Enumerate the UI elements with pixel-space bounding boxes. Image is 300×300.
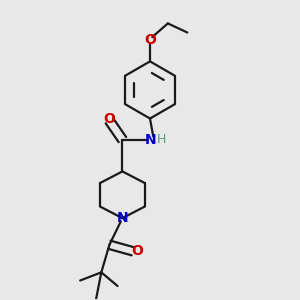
Text: N: N [117, 211, 128, 225]
Text: N: N [145, 133, 157, 147]
Text: O: O [131, 244, 142, 258]
Text: O: O [103, 112, 115, 125]
Text: H: H [157, 133, 166, 146]
Text: O: O [144, 33, 156, 47]
